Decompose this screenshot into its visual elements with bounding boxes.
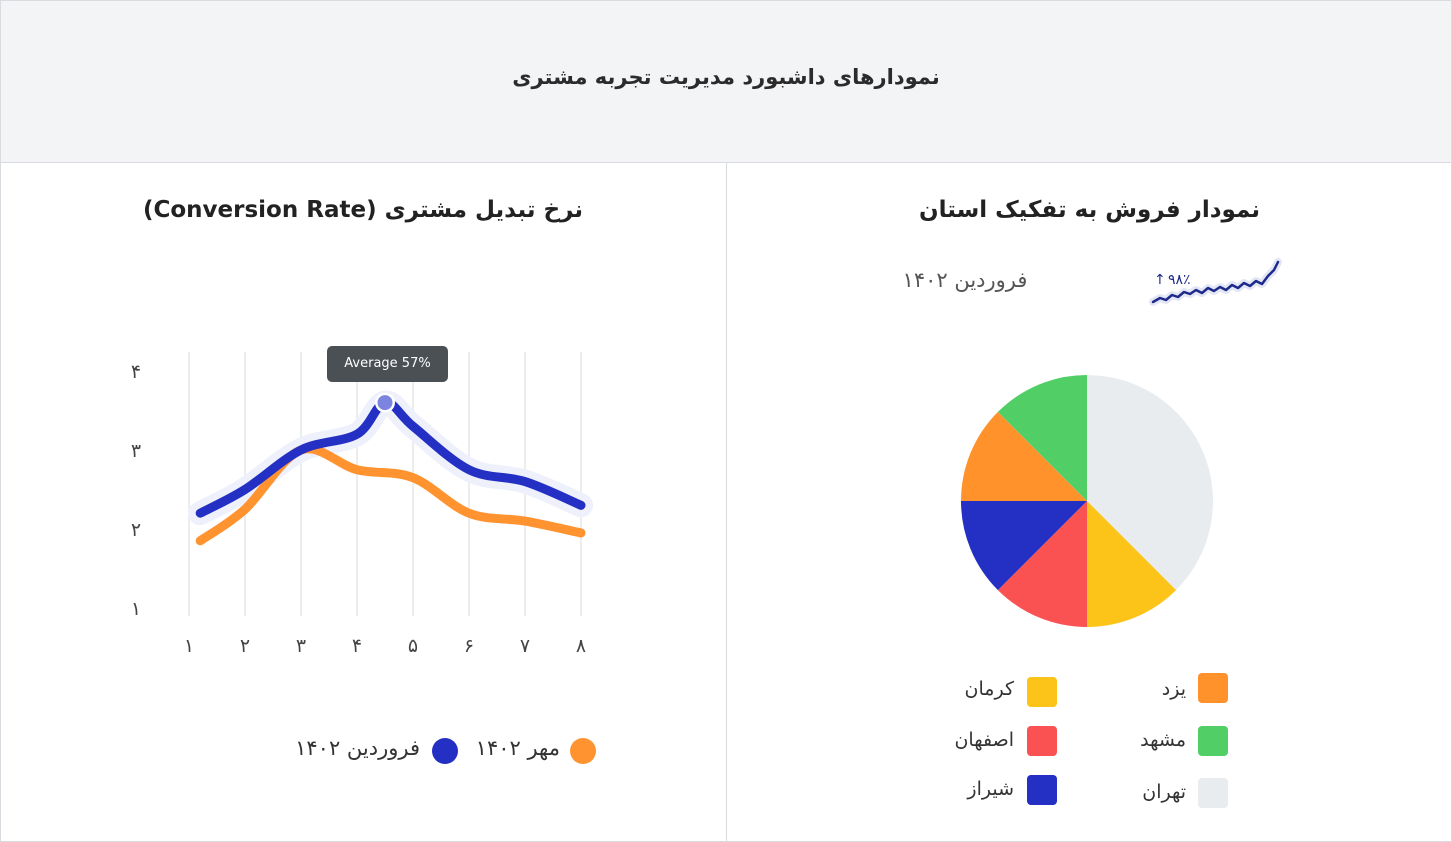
legend-label-isfahan: اصفهان [954, 729, 1014, 751]
average-marker[interactable] [377, 395, 393, 411]
conversion-rate-title: نرخ تبدیل مشتری (Conversion Rate) [142, 197, 584, 223]
legend-label-farvardin[interactable]: فروردین ۱۴۰۲ [295, 736, 420, 760]
panel-divider [726, 163, 727, 841]
x-tick-label: ۱ [184, 635, 194, 657]
stat-change: ۹۸٪ [1168, 272, 1191, 288]
x-tick-label: ۲ [240, 635, 250, 657]
arrow-up-icon: ↑ [1154, 272, 1166, 288]
pie-slice[interactable] [1087, 501, 1177, 627]
period-label: فروردین ۱۴۰۲ [902, 268, 1028, 292]
average-tooltip: Average 57% [327, 346, 448, 382]
legend-swatch-shiraz [1027, 775, 1057, 805]
legend-dot-farvardin[interactable] [432, 738, 458, 764]
y-tick-label: ۳ [131, 440, 141, 462]
y-tick-label: ۱ [131, 598, 141, 620]
legend-label-mashhad: مشهد [1140, 729, 1186, 751]
legend-swatch-isfahan [1027, 726, 1057, 756]
page-header: نمودارهای داشبورد مدیریت تجربه مشتری [1, 1, 1451, 163]
legend-swatch-kerman [1027, 677, 1057, 707]
x-tick-label: ۸ [576, 635, 586, 657]
legend-label-kerman: کرمان [964, 678, 1014, 700]
conversion-line-chart: ۱ ۲ ۳ ۴ ۵ ۶ ۷ ۸ ۱ ۲ ۳ ۴ [131, 352, 593, 657]
legend-label-yazd: یزد [1161, 678, 1186, 700]
legend-swatch-yazd [1198, 673, 1228, 703]
x-tick-label: ۶ [464, 635, 474, 657]
legend-swatch-mashhad [1198, 726, 1228, 756]
x-tick-label: ۷ [520, 635, 530, 657]
x-tick-label: ۴ [352, 635, 362, 657]
legend-label-tehran: تهران [1142, 781, 1186, 803]
pie-slice[interactable] [1087, 375, 1213, 591]
series-line-mehr [195, 444, 586, 546]
legend-label-shiraz: شیراز [967, 778, 1014, 800]
page-title: نمودارهای داشبورد مدیریت تجربه مشتری [512, 65, 940, 89]
pie-slice[interactable] [997, 375, 1087, 501]
pie-slice[interactable] [961, 411, 1087, 501]
y-tick-label: ۴ [131, 361, 141, 383]
pie-slice[interactable] [961, 501, 1087, 591]
sales-by-province-title: نمودار فروش به تفکیک استان [918, 197, 1261, 223]
sparkline [1151, 260, 1280, 304]
x-tick-label: ۵ [408, 635, 418, 657]
legend-dot-mehr[interactable] [570, 738, 596, 764]
legend-swatch-tehran [1198, 778, 1228, 808]
pie-slice[interactable] [997, 501, 1087, 627]
legend-label-mehr[interactable]: مهر ۱۴۰۲ [475, 736, 560, 760]
x-tick-label: ۳ [296, 635, 306, 657]
y-tick-label: ۲ [131, 519, 141, 541]
